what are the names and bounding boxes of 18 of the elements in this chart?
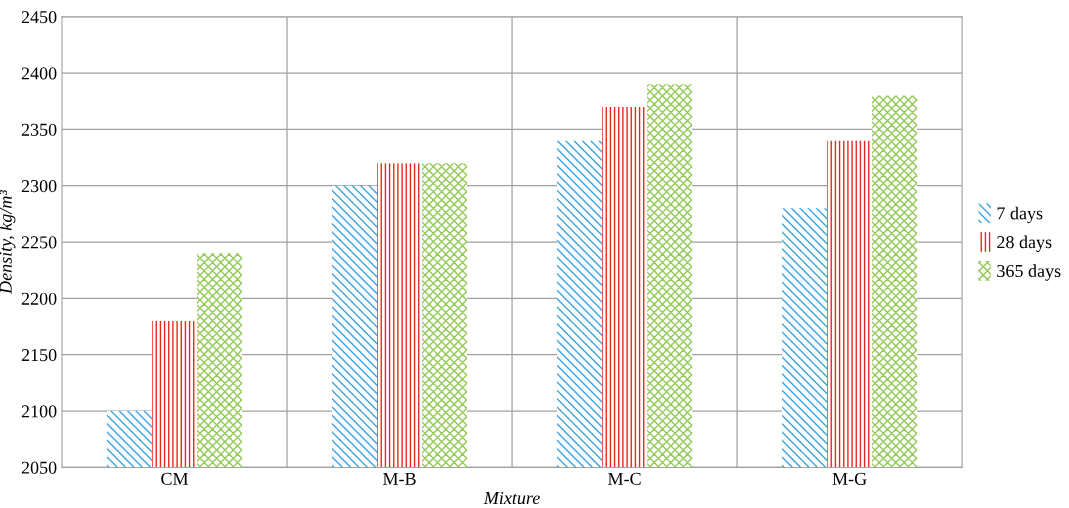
y-tick-label: 2050: [21, 461, 57, 474]
y-axis-title: Density, kg/m³: [0, 189, 16, 295]
x-tick-label: M-B: [383, 472, 416, 485]
x-tick-label: CM: [161, 472, 189, 485]
legend-label: 28 days: [997, 235, 1052, 252]
legend-label: 365 days: [997, 264, 1061, 281]
y-tick-label: 2100: [21, 405, 57, 418]
y-tick-label: 2300: [21, 179, 57, 193]
y-tick-label: 2400: [21, 67, 57, 80]
x-tick-label: M-C: [608, 472, 641, 485]
legend-label: 7 days: [997, 206, 1043, 224]
y-tick-label: 2200: [21, 292, 57, 305]
x-axis-title: Mixture: [483, 491, 540, 505]
y-tick-label: 2150: [21, 348, 57, 362]
x-tick-label: M-G: [832, 472, 867, 485]
y-tick-label: 2350: [21, 123, 57, 136]
y-tick-label: 2450: [21, 11, 57, 24]
y-tick-label: 2250: [21, 236, 57, 249]
